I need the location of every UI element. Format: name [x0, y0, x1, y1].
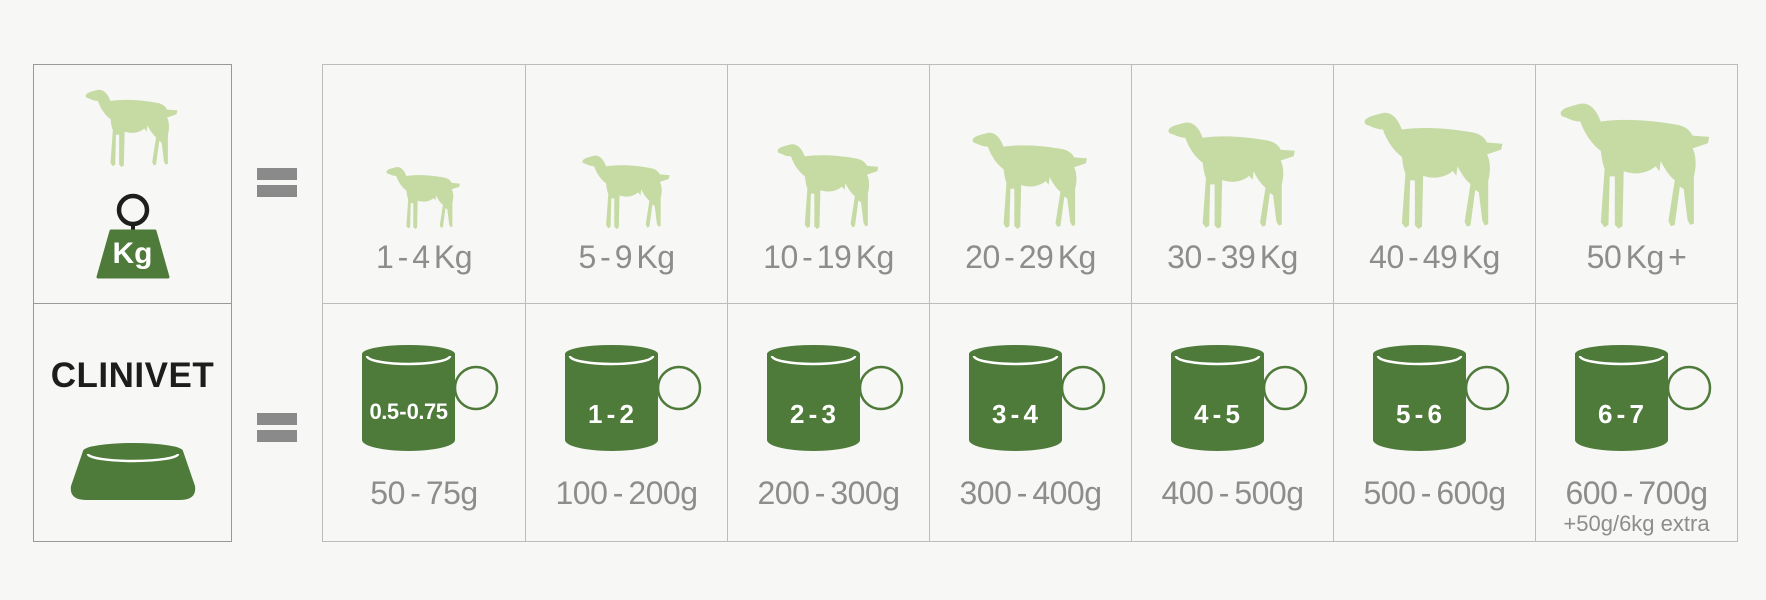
legend-weight-section: Kg	[34, 65, 231, 303]
weight-range-label: 50 Kg +	[1586, 239, 1687, 275]
weight-range-label: 20 - 29 Kg	[965, 239, 1096, 275]
grams-label: 200 - 300g	[757, 475, 900, 511]
grams-label: 300 - 400g	[959, 475, 1102, 511]
portion-cell: 6 - 7 600 - 700g +50g/6kg extra	[1535, 303, 1737, 541]
dog-icon	[972, 132, 1087, 229]
portion-cell: 3 - 4 300 - 400g	[929, 303, 1131, 541]
portion-cell: 1 - 2 100 - 200g	[525, 303, 727, 541]
cup-measure-label: 4 - 5	[1193, 399, 1241, 429]
weight-range-label: 1 - 4 Kg	[375, 239, 473, 275]
brand-name: CLINIVET	[50, 356, 215, 395]
grams-label: 100 - 200g	[555, 475, 698, 511]
weight-cell: 10 - 19 Kg	[727, 65, 929, 303]
dog-icon	[386, 167, 460, 229]
grams-label: 400 - 500g	[1161, 475, 1304, 511]
dog-icon	[1168, 122, 1295, 229]
portion-cell: 5 - 6 500 - 600g	[1333, 303, 1535, 541]
equals-icon	[257, 413, 297, 442]
kg-label: Kg	[112, 237, 153, 270]
legend-brand-section: CLINIVET	[34, 303, 231, 541]
cup-measure-label: 6 - 7	[1597, 399, 1645, 429]
portion-cell: 4 - 5 400 - 500g	[1131, 303, 1333, 541]
weight-range-label: 5 - 9 Kg	[578, 239, 675, 275]
cup-measure-label: 1 - 2	[587, 399, 635, 429]
dog-icon	[582, 155, 670, 229]
dog-icon	[777, 144, 878, 229]
kg-weight-icon: Kg	[87, 193, 179, 283]
legend-box: Kg CLINIVET	[33, 64, 232, 542]
weight-range-label: 40 - 49 Kg	[1369, 239, 1500, 275]
portion-cell: 0.5 - 0.75 50 - 75g	[323, 303, 525, 541]
grams-label: 50 - 75g	[370, 475, 478, 511]
weight-range-label: 10 - 19 Kg	[763, 239, 894, 275]
cup-measure-label: 2 - 3	[789, 399, 837, 429]
cup-measure-label: 5 - 6	[1395, 399, 1443, 429]
dog-icon	[1364, 112, 1502, 229]
weight-cell: 30 - 39 Kg	[1131, 65, 1333, 303]
portion-cell: 2 - 3 200 - 300g	[727, 303, 929, 541]
weight-cell: 50 Kg +	[1535, 65, 1737, 303]
grams-label: 600 - 700g	[1565, 475, 1708, 511]
cup-measure-label: 0.5 - 0.75	[369, 399, 448, 424]
weight-cell: 40 - 49 Kg	[1333, 65, 1535, 303]
dog-icon	[1560, 103, 1710, 229]
weight-cell: 20 - 29 Kg	[929, 65, 1131, 303]
feeding-table: 1 - 4 Kg 5 - 9 Kg 10 - 19 Kg 20 - 29 Kg …	[322, 64, 1738, 542]
weight-cell: 1 - 4 Kg	[323, 65, 525, 303]
weight-cell: 5 - 9 Kg	[525, 65, 727, 303]
dog-bowl-icon	[69, 442, 196, 502]
dog-icon	[85, 89, 178, 167]
weight-range-label: 30 - 39 Kg	[1167, 239, 1298, 275]
cup-measure-label: 3 - 4	[991, 399, 1039, 429]
extra-note: +50g/6kg extra	[1563, 511, 1710, 536]
equals-icon	[257, 168, 297, 197]
grams-label: 500 - 600g	[1363, 475, 1506, 511]
